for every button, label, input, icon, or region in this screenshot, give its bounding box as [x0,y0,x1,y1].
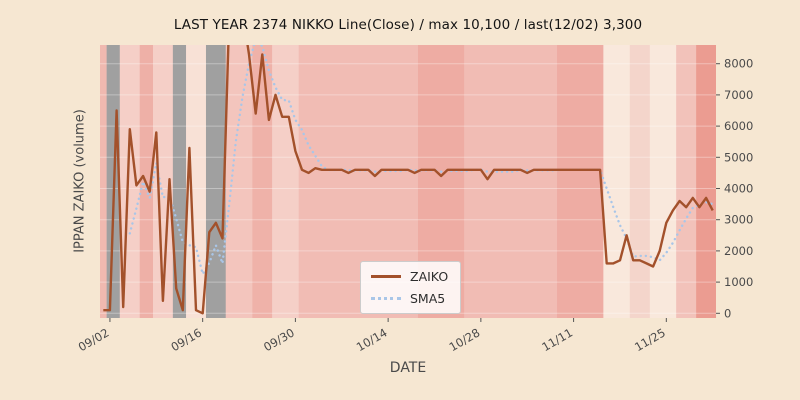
x-tick-label: 09/16 [168,325,204,354]
y-axis-label: IPPAN ZAIKO (volume) [72,109,88,253]
day-band [649,45,677,318]
day-band [603,45,630,318]
day-band [557,45,604,318]
day-band [172,45,187,318]
day-band [464,45,558,318]
legend-label-sma5: SMA5 [410,291,446,306]
y-tick-label: 2000 [724,244,753,258]
x-tick-label: 09/02 [76,325,112,354]
series-lines [103,45,714,315]
day-band [100,45,107,318]
y-tick-label: 1000 [724,275,753,289]
zaiko-line [103,45,714,315]
day-band [629,45,650,318]
zaiko-line-sample-icon [371,275,401,278]
chart-title: LAST YEAR 2374 NIKKO Line(Close) / max 1… [173,17,643,33]
legend-row-sma5: SMA5 [371,291,448,306]
y-tick-label: 7000 [724,88,753,102]
day-band [225,45,253,318]
day-band [696,45,716,318]
y-tick-label: 8000 [724,57,753,71]
day-band [252,45,273,318]
x-tick-label: 10/14 [354,325,390,354]
y-tick-label: 3000 [724,213,753,227]
x-tick-label: 10/28 [447,325,483,354]
x-tick-label: 09/30 [261,325,297,354]
sma5-line-sample-icon [371,297,401,300]
day-bands [100,45,716,318]
y-tick-label: 0 [724,306,731,320]
x-tick-label: 11/25 [632,325,668,354]
day-band [186,45,206,318]
legend-label-zaiko: ZAIKO [410,269,449,284]
legend: ZAIKO SMA5 [360,261,462,314]
x-axis-ticks: 09/02 09/16 09/30 10/14 10/28 11/11 11/25 [76,318,668,354]
day-band [272,45,299,318]
day-band [676,45,697,318]
y-axis-ticks: 0 1000 2000 3000 4000 5000 6000 7000 8000 [716,57,753,320]
x-axis-label: DATE [389,360,427,376]
legend-row-zaiko: ZAIKO [371,269,448,284]
x-tick-label: 11/11 [539,325,575,354]
day-band [205,45,226,318]
y-tick-label: 6000 [724,119,753,133]
day-band [152,45,173,318]
y-tick-label: 4000 [724,182,753,196]
y-tick-label: 5000 [724,150,753,164]
